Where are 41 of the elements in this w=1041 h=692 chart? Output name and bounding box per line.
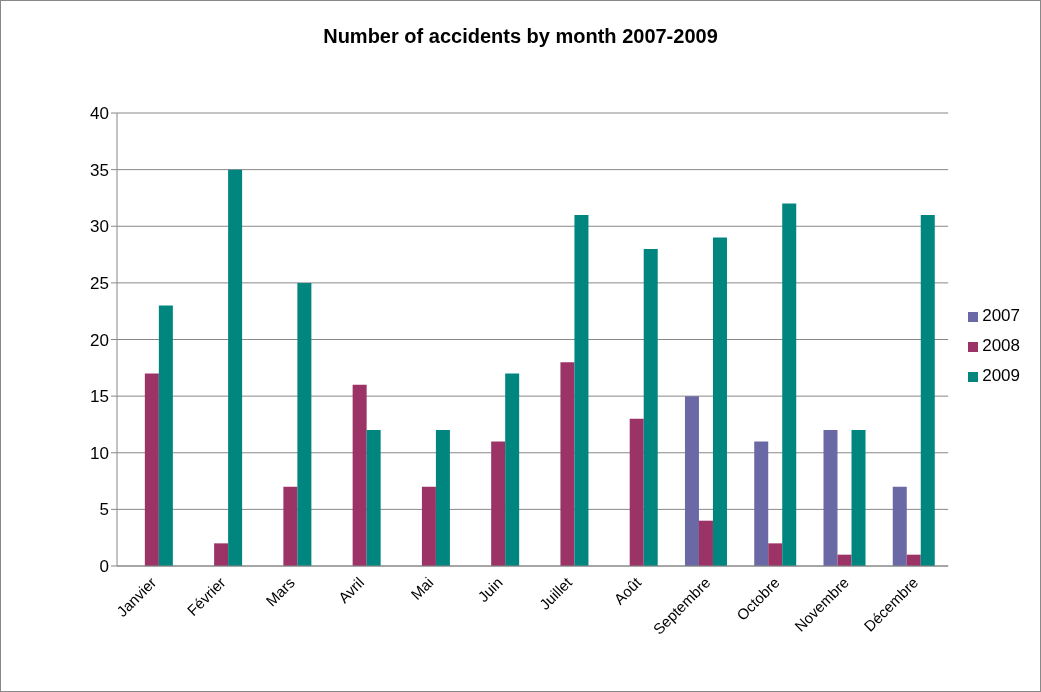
bar bbox=[712, 237, 727, 566]
bar bbox=[158, 305, 173, 566]
y-tick-label: 5 bbox=[99, 500, 109, 520]
bar bbox=[629, 418, 644, 566]
bar bbox=[352, 384, 367, 566]
bar bbox=[421, 486, 436, 566]
bar bbox=[823, 430, 838, 566]
legend-label: 2008 bbox=[982, 336, 1020, 355]
y-tick-label: 25 bbox=[90, 273, 109, 293]
bar bbox=[643, 248, 658, 566]
bar bbox=[491, 441, 506, 566]
y-tick-label: 35 bbox=[90, 160, 109, 180]
y-tick-label: 10 bbox=[90, 443, 109, 463]
bar bbox=[782, 203, 797, 566]
y-tick-label: 0 bbox=[99, 557, 109, 577]
bar bbox=[144, 373, 159, 566]
legend-label: 2009 bbox=[982, 366, 1020, 385]
bar bbox=[574, 214, 589, 566]
bar bbox=[435, 430, 450, 566]
chart-title: Number of accidents by month 2007-2009 bbox=[322, 25, 719, 48]
bar bbox=[754, 441, 769, 566]
bar bbox=[505, 373, 520, 566]
bar bbox=[892, 486, 907, 566]
bar bbox=[297, 282, 312, 566]
y-tick-label: 30 bbox=[90, 217, 109, 237]
y-tick-label: 40 bbox=[90, 104, 109, 124]
bar bbox=[768, 543, 783, 566]
bar bbox=[214, 543, 229, 566]
bar bbox=[698, 520, 713, 566]
x-tick-label: Mai bbox=[407, 573, 437, 603]
bar bbox=[684, 396, 699, 566]
y-tick-label: 20 bbox=[90, 330, 109, 350]
x-tick-label: Juin bbox=[474, 573, 506, 606]
bar bbox=[283, 486, 298, 566]
bar bbox=[560, 362, 575, 566]
bar bbox=[851, 430, 866, 566]
legend-label: 2007 bbox=[982, 306, 1020, 325]
bar bbox=[920, 214, 935, 566]
bar bbox=[366, 430, 381, 566]
bar bbox=[228, 169, 243, 566]
y-tick-label: 15 bbox=[90, 387, 109, 407]
